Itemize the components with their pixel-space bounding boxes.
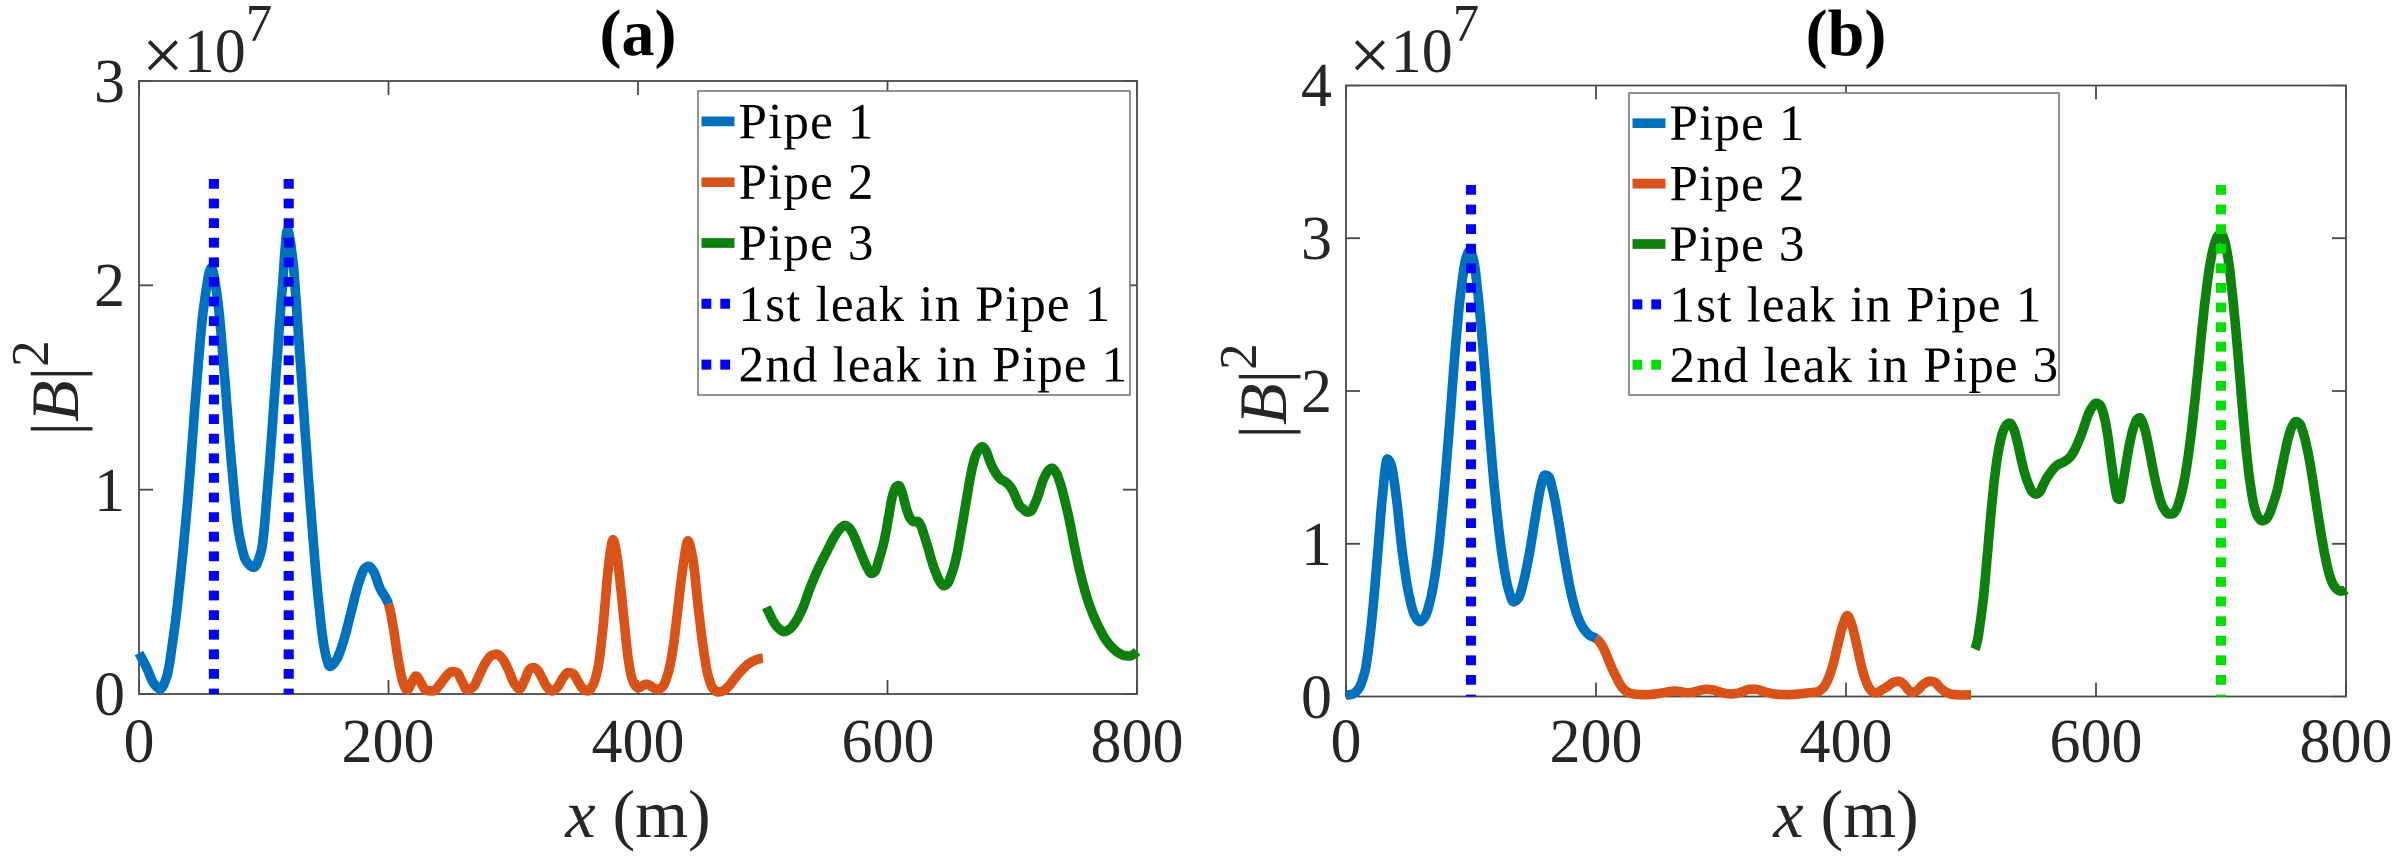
svg-text:2: 2 [1301, 358, 1332, 426]
svg-text:400: 400 [1800, 708, 1893, 776]
svg-text:|B|2: |B|2 [2, 340, 93, 435]
svg-text:400: 400 [592, 708, 685, 776]
svg-text:800: 800 [1091, 708, 1184, 776]
svg-text:x (m): x (m) [1772, 776, 1918, 852]
svg-text:2nd leak in Pipe 1: 2nd leak in Pipe 1 [739, 338, 1129, 394]
svg-text:Pipe 1: Pipe 1 [1670, 96, 1806, 152]
svg-text:1: 1 [1301, 511, 1332, 579]
svg-text:1st leak in Pipe 1: 1st leak in Pipe 1 [1670, 277, 2043, 333]
svg-text:3: 3 [1301, 205, 1332, 273]
svg-text:600: 600 [842, 708, 935, 776]
svg-text:2: 2 [94, 252, 125, 320]
svg-text:x (m): x (m) [564, 776, 710, 852]
svg-text:×107: ×107 [1349, 0, 1479, 97]
svg-text:(b): (b) [1806, 0, 1887, 70]
svg-text:4: 4 [1301, 52, 1332, 120]
svg-text:Pipe 2: Pipe 2 [1670, 157, 1806, 213]
svg-text:800: 800 [2300, 708, 2393, 776]
svg-text:1st leak in Pipe 1: 1st leak in Pipe 1 [739, 277, 1112, 333]
svg-text:2nd leak in Pipe 3: 2nd leak in Pipe 3 [1670, 338, 2060, 394]
svg-text:600: 600 [2050, 708, 2143, 776]
svg-text:Pipe 3: Pipe 3 [739, 216, 875, 272]
svg-text:0: 0 [1331, 708, 1362, 776]
svg-text:×107: ×107 [142, 0, 272, 97]
svg-text:3: 3 [94, 48, 125, 116]
svg-text:200: 200 [342, 708, 435, 776]
svg-text:0: 0 [1301, 664, 1332, 732]
svg-text:Pipe 3: Pipe 3 [1670, 217, 1806, 273]
svg-text:0: 0 [94, 661, 125, 729]
svg-text:Pipe 2: Pipe 2 [739, 155, 875, 211]
svg-text:Pipe 1: Pipe 1 [739, 94, 875, 150]
svg-text:0: 0 [124, 708, 155, 776]
svg-text:(a): (a) [600, 0, 677, 70]
svg-text:1: 1 [94, 457, 125, 525]
svg-text:200: 200 [1550, 708, 1643, 776]
